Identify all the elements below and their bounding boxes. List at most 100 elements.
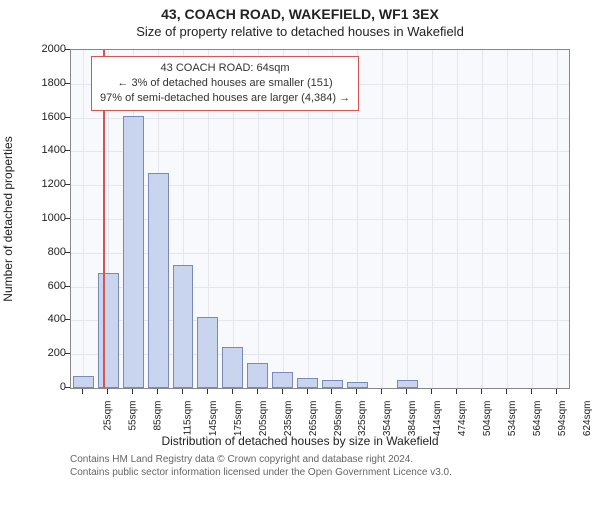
bar	[197, 317, 218, 388]
ytick-label: 1600	[26, 111, 66, 123]
gridline-v	[382, 50, 383, 388]
xtick-label: 534sqm	[507, 401, 518, 437]
gridline-v	[482, 50, 483, 388]
xtick	[481, 389, 482, 394]
xtick-label: 55sqm	[128, 401, 139, 431]
y-axis-label: Number of detached properties	[1, 136, 15, 301]
xtick-label: 235sqm	[283, 401, 294, 437]
bar	[148, 173, 169, 388]
xtick	[107, 389, 108, 394]
xtick	[406, 389, 407, 394]
gridline-h	[71, 253, 569, 254]
xtick	[531, 389, 532, 394]
bar	[272, 372, 293, 388]
ytick	[65, 49, 70, 50]
xtick	[257, 389, 258, 394]
xtick	[182, 389, 183, 394]
xtick-label: 115sqm	[182, 401, 193, 436]
gridline-v	[557, 50, 558, 388]
xtick	[207, 389, 208, 394]
xtick-label: 474sqm	[457, 401, 468, 437]
xtick-label: 624sqm	[582, 401, 593, 437]
gridline-v	[407, 50, 408, 388]
ytick-label: 0	[26, 381, 66, 393]
xtick-label: 175sqm	[233, 401, 244, 437]
ytick-label: 600	[26, 280, 66, 292]
xtick	[456, 389, 457, 394]
xtick-label: 85sqm	[153, 401, 164, 431]
xtick-label: 594sqm	[557, 401, 568, 437]
title-sub: Size of property relative to detached ho…	[0, 24, 600, 39]
ytick	[65, 117, 70, 118]
xtick-label: 564sqm	[532, 401, 543, 437]
ytick	[65, 353, 70, 354]
xtick	[506, 389, 507, 394]
ytick-label: 2000	[26, 43, 66, 55]
xtick-label: 325sqm	[358, 401, 369, 437]
xtick	[381, 389, 382, 394]
ytick-label: 1200	[26, 178, 66, 190]
ytick	[65, 218, 70, 219]
ytick	[65, 286, 70, 287]
footer: Contains HM Land Registry data © Crown c…	[0, 449, 600, 479]
bar	[98, 273, 119, 388]
xtick	[431, 389, 432, 394]
ytick-label: 800	[26, 246, 66, 258]
xtick	[356, 389, 357, 394]
xtick-label: 145sqm	[208, 401, 219, 437]
xtick	[157, 389, 158, 394]
ytick-label: 1000	[26, 212, 66, 224]
ytick	[65, 387, 70, 388]
ytick	[65, 252, 70, 253]
xtick	[232, 389, 233, 394]
bar	[247, 363, 268, 388]
bar	[222, 347, 243, 388]
xtick	[82, 389, 83, 394]
xtick	[282, 389, 283, 394]
ytick-label: 200	[26, 347, 66, 359]
bar	[173, 265, 194, 388]
xtick-label: 414sqm	[432, 401, 443, 437]
xtick-label: 265sqm	[308, 401, 319, 437]
bar	[347, 382, 368, 388]
annotation-line: 97% of semi-detached houses are larger (…	[100, 91, 350, 106]
gridline-h	[71, 118, 569, 119]
gridline-v	[457, 50, 458, 388]
bar	[322, 380, 343, 388]
xtick-label: 205sqm	[258, 401, 269, 437]
gridline-v	[432, 50, 433, 388]
ytick	[65, 184, 70, 185]
xtick-label: 354sqm	[382, 401, 393, 437]
plot-area: 43 COACH ROAD: 64sqm ← 3% of detached ho…	[70, 49, 570, 389]
footer-line: Contains HM Land Registry data © Crown c…	[70, 453, 590, 466]
ytick-label: 1800	[26, 77, 66, 89]
marker-annotation: 43 COACH ROAD: 64sqm ← 3% of detached ho…	[91, 56, 359, 111]
ytick	[65, 319, 70, 320]
bar	[123, 116, 144, 388]
xtick	[307, 389, 308, 394]
gridline-h	[71, 151, 569, 152]
gridline-h	[71, 354, 569, 355]
xtick-label: 504sqm	[482, 401, 493, 437]
xtick-label: 295sqm	[333, 401, 344, 437]
footer-line: Contains public sector information licen…	[70, 466, 590, 479]
xtick	[132, 389, 133, 394]
xtick-label: 384sqm	[407, 401, 418, 437]
annotation-line: ← 3% of detached houses are smaller (151…	[100, 76, 350, 91]
xtick-label: 25sqm	[103, 401, 114, 431]
gridline-h	[71, 185, 569, 186]
bar	[397, 380, 418, 388]
gridline-h	[71, 219, 569, 220]
gridline-h	[71, 320, 569, 321]
bar	[73, 376, 94, 388]
ytick	[65, 83, 70, 84]
x-axis-label: Distribution of detached houses by size …	[0, 434, 600, 448]
xtick	[556, 389, 557, 394]
ytick-label: 400	[26, 313, 66, 325]
ytick-label: 1400	[26, 144, 66, 156]
ytick	[65, 150, 70, 151]
gridline-v	[532, 50, 533, 388]
gridline-v	[83, 50, 84, 388]
title-main: 43, COACH ROAD, WAKEFIELD, WF1 3EX	[0, 6, 600, 22]
xtick	[331, 389, 332, 394]
